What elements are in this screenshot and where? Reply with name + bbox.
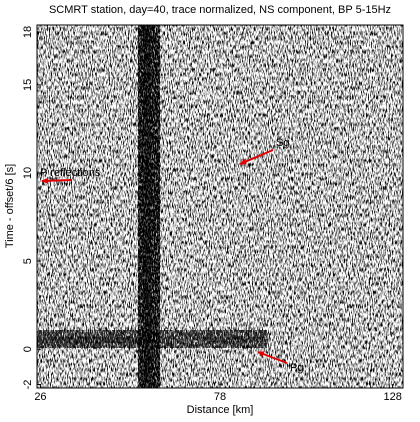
dark-band-texture <box>138 25 160 388</box>
x-tick-label: 128 <box>383 391 401 403</box>
x-tick-label: 78 <box>214 391 226 403</box>
annotation: Pg <box>290 362 303 374</box>
chart-title: SCMRT station, day=40, trace normalized,… <box>49 4 391 16</box>
annotation-arrow <box>257 351 288 364</box>
annotation: Sg <box>276 137 289 149</box>
annotation-arrow <box>41 177 73 184</box>
y-tick-label: 5 <box>22 258 34 264</box>
annotation: P reflections <box>40 167 101 179</box>
y-tick-label: 0 <box>22 346 34 352</box>
y-tick-label: 10 <box>22 167 34 179</box>
pg-arrival-band <box>37 330 267 348</box>
y-tick-label: 15 <box>22 79 34 91</box>
annotation-arrow <box>239 149 274 165</box>
record-section-image <box>37 25 403 388</box>
pg-arrival-dark <box>37 337 147 343</box>
dark-band-core <box>143 25 151 388</box>
x-tick-label: 26 <box>34 391 46 403</box>
y-axis-label: Time - offset/6 [s] <box>4 164 16 248</box>
x-axis-label: Distance [km] <box>187 404 254 416</box>
y-tick-label: -2 <box>22 380 34 390</box>
y-tick-label: 18 <box>22 26 34 38</box>
pg-arrival-dark <box>200 337 270 342</box>
noise-texture <box>37 25 403 388</box>
